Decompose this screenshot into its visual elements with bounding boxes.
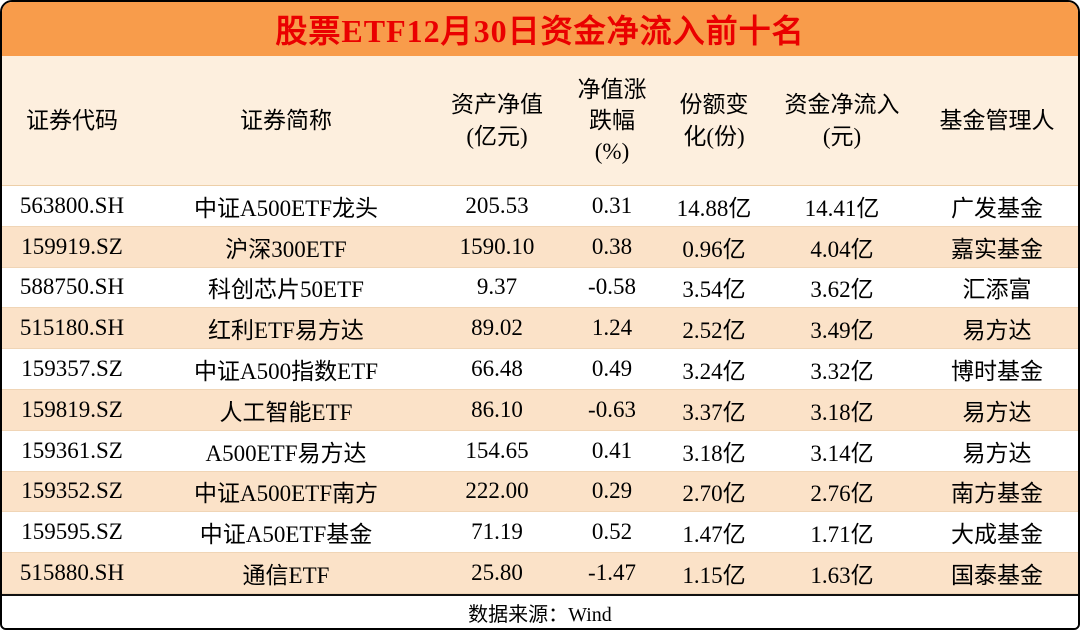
table-cell: 中证A500ETF龙头: [194, 195, 378, 221]
table-cell: 159357.SZ: [21, 356, 123, 382]
table-row: 159357.SZ 中证A500指数ETF 66.48 0.49 3.24亿 3.32亿 博…: [2, 349, 1078, 390]
table-cell: 1.15亿: [682, 563, 746, 589]
table-cell: 0.41: [591, 437, 633, 463]
table-cell: 154.65: [465, 437, 529, 463]
table-cell: 159919.SZ: [21, 233, 123, 259]
table-cell: 71.19: [471, 519, 523, 545]
table-cell: -1.47: [588, 560, 636, 586]
table-cell: 4.04亿: [810, 236, 874, 262]
table-cell: 1.47亿: [682, 522, 746, 548]
table-row: 159352.SZ 中证A500ETF南方 222.00 0.29 2.70亿 2.76亿…: [2, 471, 1078, 513]
table-cell: A500ETF易方达: [205, 440, 367, 466]
table-cell: 中证A500指数ETF: [194, 359, 378, 385]
table-body: 563800.SH 中证A500ETF龙头 205.53 0.31 14.88亿 14.4…: [2, 186, 1078, 594]
table-cell: 159361.SZ: [21, 437, 123, 463]
table-cell: 25.80: [471, 560, 523, 586]
table-cell: 9.37: [476, 274, 518, 300]
table-row: 515180.SH 红利ETF易方达 89.02 1.24 2.52亿 3.49亿 易方达: [2, 308, 1078, 350]
page-title: 股票ETF12月30日资金净流入前十名: [2, 2, 1078, 56]
table-cell: 1.63亿: [810, 563, 874, 589]
table-cell: 0.38: [591, 233, 633, 259]
table-cell: 科创芯片50ETF: [208, 277, 364, 303]
table-cell: 515180.SH: [19, 315, 125, 341]
table-cell: 3.14亿: [810, 440, 874, 466]
data-source-label: 数据来源：Wind: [2, 594, 1078, 628]
table-cell: 人工智能ETF: [219, 399, 353, 425]
table-cell: 205.53: [465, 192, 529, 218]
table-cell: 中证A50ETF基金: [199, 522, 373, 548]
table-cell: 0.96亿: [682, 236, 746, 262]
table-cell: 汇添富: [962, 277, 1032, 303]
table-cell: 588750.SH: [19, 274, 125, 300]
table-cell: 3.62亿: [810, 277, 874, 303]
table-cell: 159819.SZ: [21, 396, 123, 422]
table-cell: 515880.SH: [19, 560, 125, 586]
table-cell: 1590.10: [459, 233, 535, 259]
table-cell: 2.52亿: [682, 318, 746, 344]
table-cell: 嘉实基金: [951, 236, 1043, 262]
table-row: 159361.SZ A500ETF易方达 154.65 0.41 3.18亿 3.14亿 易…: [2, 430, 1078, 472]
table-cell: 0.49: [591, 356, 633, 382]
header-cell-3: 净值涨 跌幅 (%): [577, 76, 647, 165]
table-cell: 广发基金: [951, 195, 1043, 221]
table-cell: 沪深300ETF: [225, 236, 347, 262]
table-cell: 1.71亿: [810, 522, 874, 548]
header-cell-1: 证券简称: [240, 107, 332, 133]
table-cell: 易方达: [962, 399, 1032, 425]
table-cell: 3.18亿: [810, 399, 874, 425]
table-cell: 3.32亿: [810, 359, 874, 385]
table-cell: 0.52: [591, 519, 633, 545]
table-row: 563800.SH 中证A500ETF龙头 205.53 0.31 14.88亿 14.4…: [2, 186, 1078, 227]
table-cell: 159595.SZ: [21, 519, 123, 545]
table-cell: 3.24亿: [682, 359, 746, 385]
header-cell-0: 证券代码: [26, 107, 118, 133]
table-cell: 14.41亿: [804, 195, 880, 221]
table-cell: 563800.SH: [19, 192, 125, 218]
table-cell: 1.24: [591, 315, 633, 341]
table-cell: 大成基金: [951, 522, 1043, 548]
table-cell: -0.63: [588, 396, 636, 422]
table-cell: 14.88亿: [676, 195, 752, 221]
table-cell: 3.18亿: [682, 440, 746, 466]
table-cell: 易方达: [962, 440, 1032, 466]
table-cell: 222.00: [465, 478, 529, 504]
table-cell: 国泰基金: [951, 563, 1043, 589]
table-cell: 通信ETF: [242, 563, 330, 589]
table-cell: 0.29: [591, 478, 633, 504]
header-cell-5: 资金净流入 (元): [784, 92, 900, 149]
header-cell-6: 基金管理人: [939, 107, 1055, 133]
table-cell: 中证A500ETF南方: [194, 481, 378, 507]
table-cell: 86.10: [471, 396, 523, 422]
table-cell: 3.49亿: [810, 318, 874, 344]
table-row: 159919.SZ 沪深300ETF 1590.10 0.38 0.96亿 4.04亿 嘉实…: [2, 226, 1078, 268]
table-cell: 159352.SZ: [21, 478, 123, 504]
header-cell-2: 资产净值 (亿元): [451, 92, 543, 149]
table-cell: 2.70亿: [682, 481, 746, 507]
table-cell: -0.58: [588, 274, 636, 300]
table-cell: 66.48: [471, 356, 523, 382]
table-row: 515880.SH 通信ETF 25.80 -1.47 1.15亿 1.63亿 国泰基金: [2, 553, 1078, 594]
table-row: 159819.SZ 人工智能ETF 86.10 -0.63 3.37亿 3.18亿 易方达: [2, 389, 1078, 431]
table-cell: 3.37亿: [682, 399, 746, 425]
table-cell: 2.76亿: [810, 481, 874, 507]
table-cell: 易方达: [962, 318, 1032, 344]
table-cell: 博时基金: [951, 359, 1043, 385]
table-cell: 0.31: [591, 192, 633, 218]
table-row: 159595.SZ 中证A50ETF基金 71.19 0.52 1.47亿 1.71亿 大成…: [2, 512, 1078, 554]
header-cell-4: 份额变 化(份): [679, 92, 749, 149]
table-cell: 红利ETF易方达: [208, 318, 364, 344]
table-cell: 89.02: [471, 315, 523, 341]
table-cell: 3.54亿: [682, 277, 746, 303]
table-header-row: 证券代码 证券简称 资产净值 (亿元) 净值涨 跌幅 (%) 份额变 化(份) 资金净流入…: [2, 56, 1078, 186]
table-row: 588750.SH 科创芯片50ETF 9.37 -0.58 3.54亿 3.62亿 汇添富: [2, 267, 1078, 309]
table-cell: 南方基金: [951, 481, 1043, 507]
